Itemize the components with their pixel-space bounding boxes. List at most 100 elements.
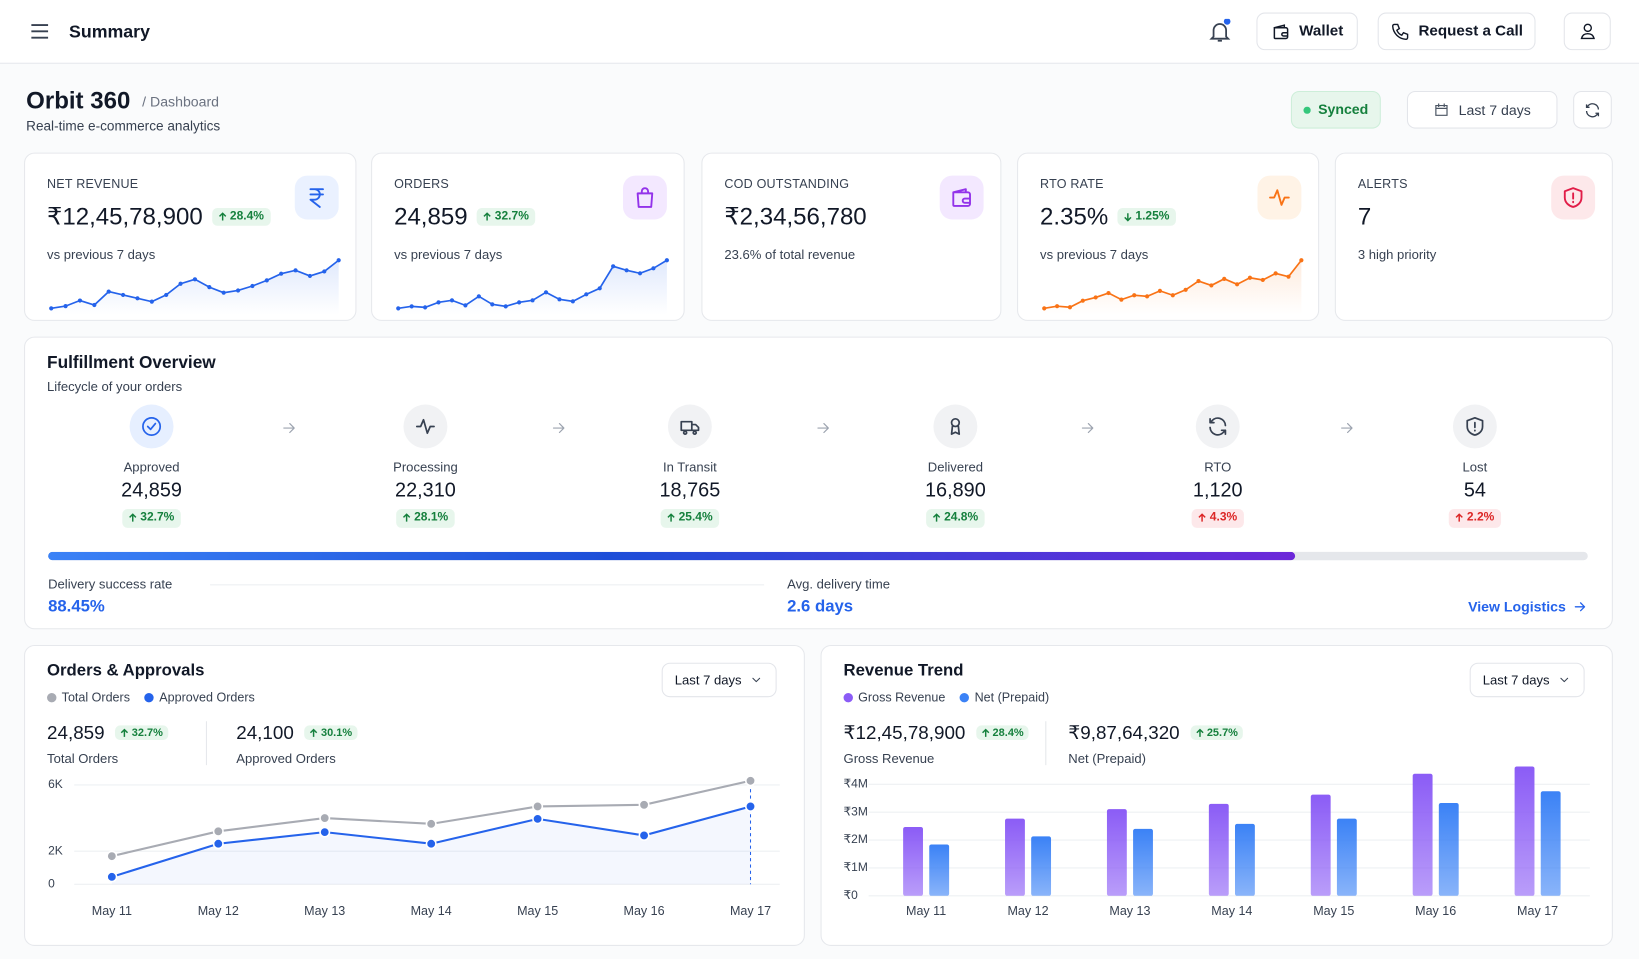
refresh-button[interactable] xyxy=(1573,90,1612,129)
x-tick-label: May 14 xyxy=(1211,904,1252,918)
stage-icon-glyph xyxy=(1466,416,1484,436)
change-badge: 25.4% xyxy=(660,509,719,528)
change-arrow-shape xyxy=(218,212,227,221)
stage-icon-glyph xyxy=(950,417,961,436)
sparkline-point xyxy=(1132,293,1137,298)
sparkline-point xyxy=(207,285,212,290)
change-arrow-shape xyxy=(120,728,129,737)
stage-label: Processing xyxy=(393,459,458,475)
sparkline-point xyxy=(570,299,575,304)
change-badge: 32.7% xyxy=(115,725,169,741)
sparkline-point xyxy=(463,303,468,308)
chart-plot: ₹0 ₹1M ₹2M ₹3M ₹4M May 11 May 12 May 13 May 14 Ma… xyxy=(844,766,1590,918)
legend-swatch xyxy=(47,692,57,702)
notifications-button[interactable] xyxy=(1207,18,1232,44)
phone-shape xyxy=(1392,23,1409,40)
kpi-label: ALERTS xyxy=(1357,176,1408,192)
sparkline-point xyxy=(192,277,198,282)
legend-item: Approved Orders xyxy=(144,689,255,705)
stage-value: 22,310 xyxy=(395,479,456,502)
kpi-icon xyxy=(622,175,667,220)
series-point xyxy=(319,826,331,838)
kpi-value-row: 24,859 32.7% xyxy=(394,204,536,229)
refresh-shape xyxy=(1585,102,1600,117)
y-tick-label: ₹0 xyxy=(844,888,859,902)
stage-label: Delivered xyxy=(927,459,983,475)
change-value: 30.1% xyxy=(320,726,353,739)
sparkline-point xyxy=(1093,295,1098,300)
sparkline-point xyxy=(1299,258,1304,263)
bar xyxy=(1106,809,1127,896)
range-label: Last 7 days xyxy=(1482,672,1550,688)
sparkline-point xyxy=(1106,290,1111,296)
request-call-button[interactable]: Request a Call xyxy=(1377,12,1536,51)
button-label: Request a Call xyxy=(1418,22,1523,40)
profile-button[interactable] xyxy=(1563,12,1611,51)
sparkline xyxy=(396,258,669,315)
range-dropdown[interactable]: Last 7 days xyxy=(1469,662,1585,698)
link-arrow xyxy=(1574,602,1586,612)
series-point xyxy=(745,775,756,787)
bar xyxy=(1208,803,1229,896)
view-logistics-link[interactable]: View Logistics xyxy=(1468,599,1588,615)
change-arrow-shape xyxy=(667,513,675,522)
range-dropdown[interactable]: Last 7 days xyxy=(661,662,777,698)
sparkline-point xyxy=(449,298,455,303)
sparkline-point xyxy=(322,269,327,274)
change-arrow xyxy=(1124,213,1132,222)
x-tick-label: May 12 xyxy=(198,904,239,918)
kpi-label: COD OUTSTANDING xyxy=(724,176,850,192)
bar xyxy=(1412,773,1433,896)
stage-arrow xyxy=(1081,423,1093,434)
metric-label: Delivery success rate xyxy=(48,576,173,592)
kpi-note: 23.6% of total revenue xyxy=(724,247,856,263)
chart-card: Revenue Trend Last 7 days Gross Revenue Net… xyxy=(820,644,1613,946)
link-arrow-shape xyxy=(1574,602,1586,612)
sparkline-point xyxy=(584,292,589,297)
kpi-value-row: ₹12,45,78,900 28.4% xyxy=(47,204,271,229)
x-tick-label: May 17 xyxy=(730,904,771,918)
summary-row: ₹12,45,78,900 28.4% xyxy=(844,723,1029,742)
change-value: 32.7% xyxy=(140,511,175,524)
change-arrow-shape xyxy=(1455,513,1464,522)
kpi-card: ALERTS 7 3 high priority xyxy=(1334,152,1613,321)
wallet-button[interactable]: Wallet xyxy=(1256,12,1358,51)
kpi-label: RTO RATE xyxy=(1040,176,1104,192)
kpi-label: NET REVENUE xyxy=(47,176,139,192)
sparkline-point xyxy=(530,298,535,303)
legend-label: Approved Orders xyxy=(159,689,255,705)
stage-arrow-shape xyxy=(552,423,564,434)
metric-value: 2.6 days xyxy=(787,597,854,616)
change-badge: 28.4% xyxy=(975,725,1029,741)
series-point xyxy=(212,825,224,837)
change-badge: 2.2% xyxy=(1449,509,1501,528)
sparkline-point xyxy=(651,266,656,271)
sparkline-point xyxy=(77,298,83,303)
summary-row: ₹9,87,64,320 25.7% xyxy=(1068,723,1244,742)
series-point xyxy=(532,800,544,812)
date-range[interactable]: Last 7 days xyxy=(1406,90,1558,129)
summary-value: 24,100 xyxy=(236,722,294,744)
stage-label: Lost xyxy=(1462,459,1488,475)
stage-badge-wrap: 28.1% xyxy=(321,509,530,528)
sparkline-point xyxy=(503,304,508,309)
sparkline-point xyxy=(597,286,602,291)
bar xyxy=(1310,794,1331,896)
change-arrow-shape xyxy=(933,513,941,522)
sparkline-point xyxy=(1055,304,1060,309)
sparkline-point xyxy=(423,305,428,310)
kpi-note: 3 high priority xyxy=(1357,247,1437,263)
change-value: 2.2% xyxy=(1466,511,1495,524)
series-point xyxy=(638,829,650,841)
sparkline-point xyxy=(221,290,226,295)
stage-icon xyxy=(403,404,448,449)
sparkline-point xyxy=(1119,297,1124,302)
stage-value: 54 xyxy=(1463,479,1486,502)
page-subtitle: Real-time e-commerce analytics xyxy=(26,118,221,134)
chart-title: Revenue Trend xyxy=(843,661,964,680)
stage-icon-glyph-shape xyxy=(950,417,961,436)
menu-button[interactable] xyxy=(30,22,49,41)
stage-badge-wrap: 2.2% xyxy=(1370,509,1579,528)
stage-icon-glyph xyxy=(142,416,162,436)
sparkline-point xyxy=(476,294,481,299)
